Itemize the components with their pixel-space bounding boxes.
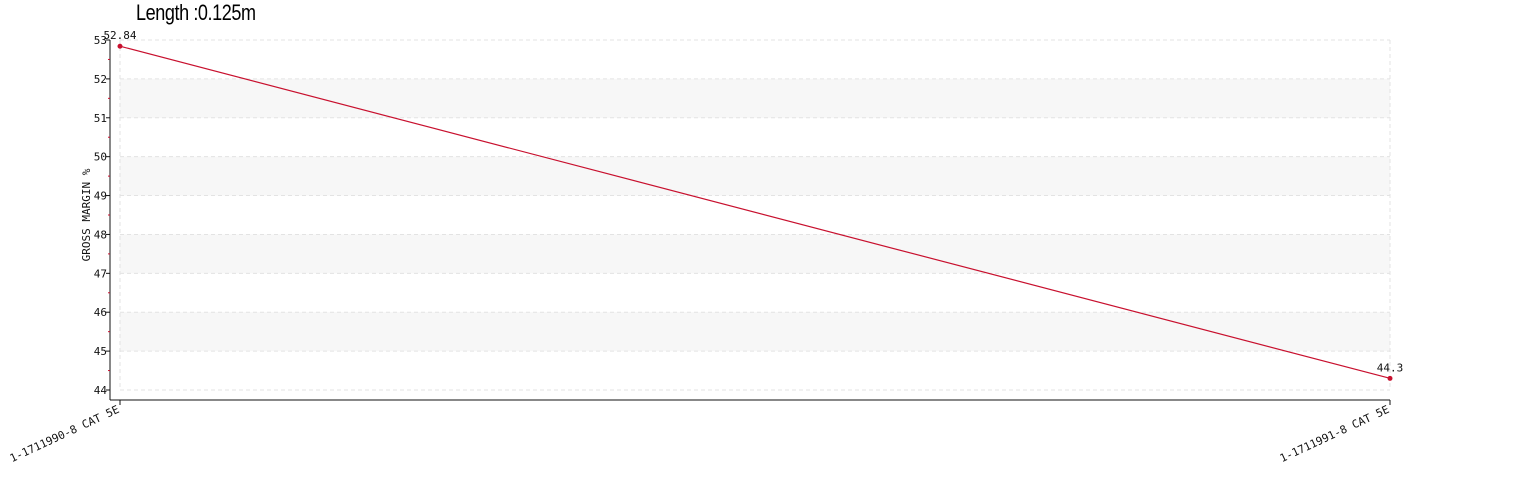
grid-lines <box>119 39 1391 391</box>
data-label: 44.3 <box>1377 361 1404 374</box>
y-tick-label: 49 <box>94 190 107 203</box>
chart-title: Length :0.125m <box>136 0 256 25</box>
plot-bands <box>120 78 1390 352</box>
y-axis-title: GROSS MARGIN % <box>80 168 93 261</box>
x-tick-label: 1-1711991-8 CAT 5E <box>1278 403 1392 465</box>
y-axis-ticks: 44 45 46 47 48 49 50 51 52 53 <box>94 34 110 397</box>
plot-band <box>120 156 1390 196</box>
data-label: 52.84 <box>103 29 136 42</box>
y-tick-label: 53 <box>94 34 107 47</box>
data-point <box>117 43 123 49</box>
x-axis-ticks: 1-1711990-8 CAT 5E 1-1711991-8 CAT 5E <box>8 400 1392 465</box>
data-point <box>1387 375 1393 381</box>
data-labels: 52.84 44.3 <box>103 29 1403 374</box>
plot-band <box>120 78 1390 118</box>
y-tick-label: 46 <box>94 306 107 319</box>
x-tick-label: 1-1711990-8 CAT 5E <box>8 403 122 465</box>
y-tick-label: 47 <box>94 267 107 280</box>
axes <box>109 40 1390 401</box>
plot-band <box>120 234 1390 274</box>
y-tick-label: 48 <box>94 228 107 241</box>
plot-band <box>120 312 1390 352</box>
series-group <box>117 43 1393 381</box>
y-tick-label: 45 <box>94 345 107 358</box>
y-tick-label: 50 <box>94 151 107 164</box>
y-tick-label: 44 <box>94 384 108 397</box>
y-tick-label: 52 <box>94 73 107 86</box>
series-line <box>119 45 1391 379</box>
y-tick-label: 51 <box>94 112 107 125</box>
